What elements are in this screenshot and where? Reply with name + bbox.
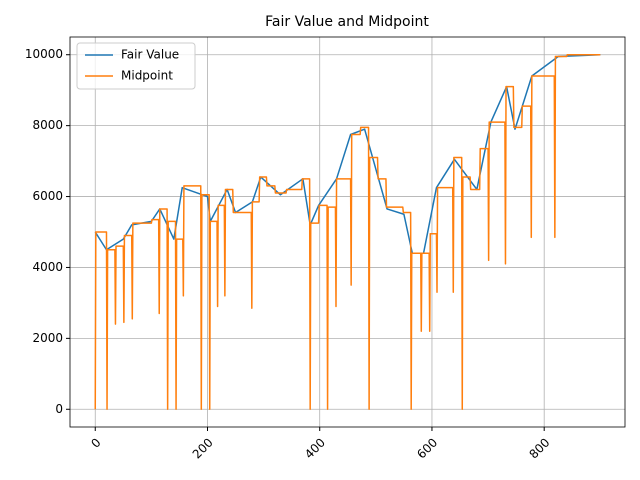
chart-title: Fair Value and Midpoint xyxy=(265,14,429,30)
y-tick-label: 4000 xyxy=(32,260,63,274)
x-tick-label: 0 xyxy=(88,435,103,450)
x-tick-label: 800 xyxy=(526,435,552,461)
x-tick-label: 200 xyxy=(190,435,216,461)
plot-frame xyxy=(69,36,626,428)
legend-label: Fair Value xyxy=(121,48,179,62)
legend: Fair Value Midpoint xyxy=(76,42,196,90)
y-tick-label: 10000 xyxy=(25,47,63,61)
y-tick-label: 8000 xyxy=(32,118,63,132)
legend-label: Midpoint xyxy=(121,69,173,83)
x-tick-label: 400 xyxy=(302,435,328,461)
y-tick-label: 2000 xyxy=(32,331,63,345)
series-line xyxy=(94,53,601,411)
x-tick-label: 600 xyxy=(414,435,440,461)
y-tick-label: 6000 xyxy=(32,189,63,203)
y-tick-label: 0 xyxy=(55,402,63,416)
